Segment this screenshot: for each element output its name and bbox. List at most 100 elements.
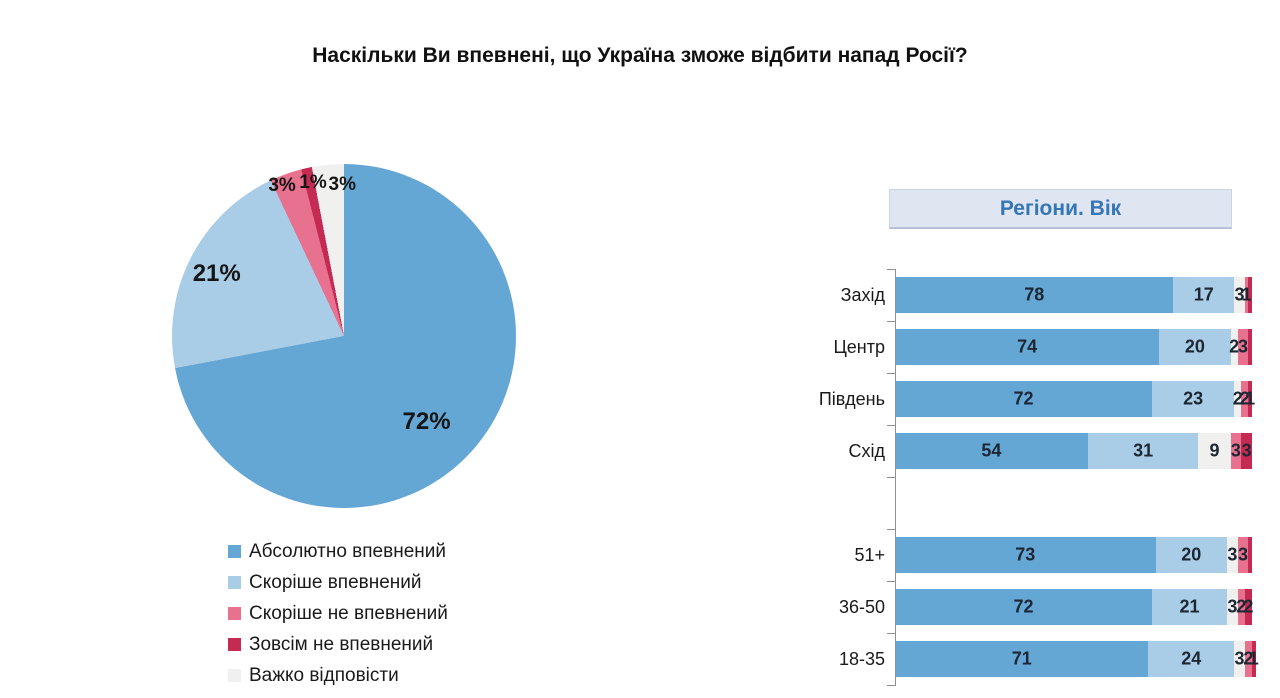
pie-label-absolutely: 72% (402, 408, 451, 435)
axis-tick (887, 321, 896, 322)
bar-segment: 2 (1236, 589, 1247, 625)
axis-tick (887, 269, 896, 270)
bar-segment: 20 (1159, 329, 1231, 365)
bar-segment-label: 2 (1243, 596, 1254, 617)
bar-segment: 3 (1230, 433, 1242, 469)
bar-row-category: 51+ (854, 544, 885, 565)
stacked-bar: 72 23 2 2 1 (895, 381, 1256, 417)
stacked-bar: 71 24 3 2 1 (895, 641, 1259, 677)
bar-segment-label: 1 (1241, 284, 1252, 305)
bar-segment-label: 1 (1248, 648, 1259, 669)
bar-row-category: 18-35 (838, 648, 885, 669)
bar-segment: 3 (1234, 277, 1245, 313)
bar-segment-label: 3 (1234, 284, 1245, 305)
legend-swatch-icon (228, 545, 241, 558)
bar-segment: 54 (895, 433, 1088, 469)
bar-segment-label: 1 (1245, 388, 1256, 409)
bar-segment-label: 2 (1232, 388, 1243, 409)
axis-tick (887, 581, 896, 582)
bar-segment-label: 2 (1239, 388, 1250, 409)
bar-row-category: Південь (818, 388, 885, 409)
bar-segment-label: 21 (1179, 596, 1200, 617)
legend-item: Важко відповісти (228, 660, 448, 691)
pie-legend: Абсолютно впевнений Скоріше впевнений Скор… (228, 536, 448, 691)
legend-item-label: Скоріше впевнений (249, 571, 422, 593)
bar-segment-label: 2 (1236, 596, 1247, 617)
bar-segment: 9 (1198, 433, 1231, 469)
bar-segment: 2 (1243, 589, 1254, 625)
bar-row-category: Центр (833, 336, 885, 357)
stacked-bar: 54 31 9 3 3 (895, 433, 1252, 469)
bar-segment-label: 3 (1234, 648, 1245, 669)
bar-row-category: Схід (848, 440, 885, 461)
group-spacer (772, 477, 1262, 529)
axis-tick (887, 477, 896, 478)
stacked-bar: 74 20 2 3 (895, 329, 1252, 365)
bar-segment: 2 (1229, 329, 1240, 365)
bar-segment-label: 3 (1241, 440, 1252, 461)
bar-segment (1248, 277, 1252, 313)
bar-segment (1248, 537, 1252, 573)
bar-segment: 3 (1237, 329, 1249, 365)
bar-segment-label: 3 (1238, 544, 1249, 565)
bar-segment-label: 3 (1230, 440, 1241, 461)
bar-segment-label: 2 (1243, 648, 1254, 669)
bar-segment: 20 (1155, 537, 1227, 573)
bar-segment: 17 (1173, 277, 1235, 313)
bar-segment (1248, 329, 1252, 365)
bar-segment: 3 (1241, 433, 1252, 469)
pie-label-rather-not: 3% (268, 175, 296, 197)
page-title: Наскільки Ви впевнені, що Україна зможе … (312, 44, 968, 67)
bar-segment: 3 (1234, 641, 1245, 677)
bar-segment-label: 72 (1013, 596, 1034, 617)
bar-row-category: Захід (840, 284, 885, 305)
axis-tick (887, 425, 896, 426)
bar-row: Південь 72 23 2 2 1 (772, 373, 1262, 425)
bar-segment-label: 20 (1184, 336, 1205, 357)
axis-tick (887, 529, 896, 530)
bar-segment-label: 71 (1011, 648, 1032, 669)
pie-circle (172, 164, 516, 508)
bar-segment: 3 (1227, 589, 1238, 625)
bar-segment: 3 (1237, 537, 1249, 573)
legend-item-label: Важко відповісти (249, 664, 399, 686)
bar-segment-label: 20 (1181, 544, 1202, 565)
bar-segment-label: 24 (1181, 648, 1202, 669)
bar-segment: 31 (1087, 433, 1199, 469)
bar-segment: 1 (1245, 381, 1256, 417)
bar-segment: 74 (895, 329, 1160, 365)
bar-segment-label: 2 (1229, 336, 1240, 357)
bar-segment: 72 (895, 381, 1153, 417)
pie-label-rather: 21% (192, 260, 241, 288)
bar-segment-label: 3 (1238, 336, 1249, 357)
legend-swatch-icon (228, 669, 241, 682)
bar-segment: 1 (1248, 641, 1259, 677)
bar-segment-label: 3 (1227, 544, 1238, 565)
bar-row: Захід 78 17 3 1 (772, 269, 1262, 321)
bar-segment-label: 72 (1013, 388, 1034, 409)
bar-row: Схід 54 31 9 3 3 (772, 425, 1262, 477)
bar-segment: 2 (1239, 381, 1250, 417)
legend-item: Зовсім не впевнений (228, 629, 448, 660)
bar-row-category: 36-50 (838, 596, 885, 617)
legend-item-label: Скоріше не впевнений (249, 602, 448, 624)
legend-item-label: Зовсім не впевнений (249, 633, 434, 655)
bar-segment-label: 31 (1133, 440, 1154, 461)
bar-segment: 23 (1152, 381, 1235, 417)
pie-label-not-at-all: 1% (299, 171, 327, 193)
stacked-bar: 73 20 3 3 (895, 537, 1252, 573)
bar-segment: 2 (1232, 381, 1243, 417)
bar-segment-label: 54 (981, 440, 1002, 461)
bar-row: 51+ 73 20 3 3 (772, 529, 1262, 581)
legend-item: Скоріше не впевнений (228, 598, 448, 629)
axis-tick (887, 685, 896, 686)
bar-segment: 21 (1152, 589, 1227, 625)
bar-row: 18-35 71 24 3 2 1 (772, 633, 1262, 685)
bar-segment: 73 (895, 537, 1156, 573)
legend-swatch-icon (228, 638, 241, 651)
pie-label-hard-to-say: 3% (328, 173, 356, 195)
bar-segment-label: 74 (1017, 336, 1038, 357)
bar-segment: 78 (895, 277, 1174, 313)
legend-swatch-icon (228, 607, 241, 620)
bar-segment: 72 (895, 589, 1153, 625)
